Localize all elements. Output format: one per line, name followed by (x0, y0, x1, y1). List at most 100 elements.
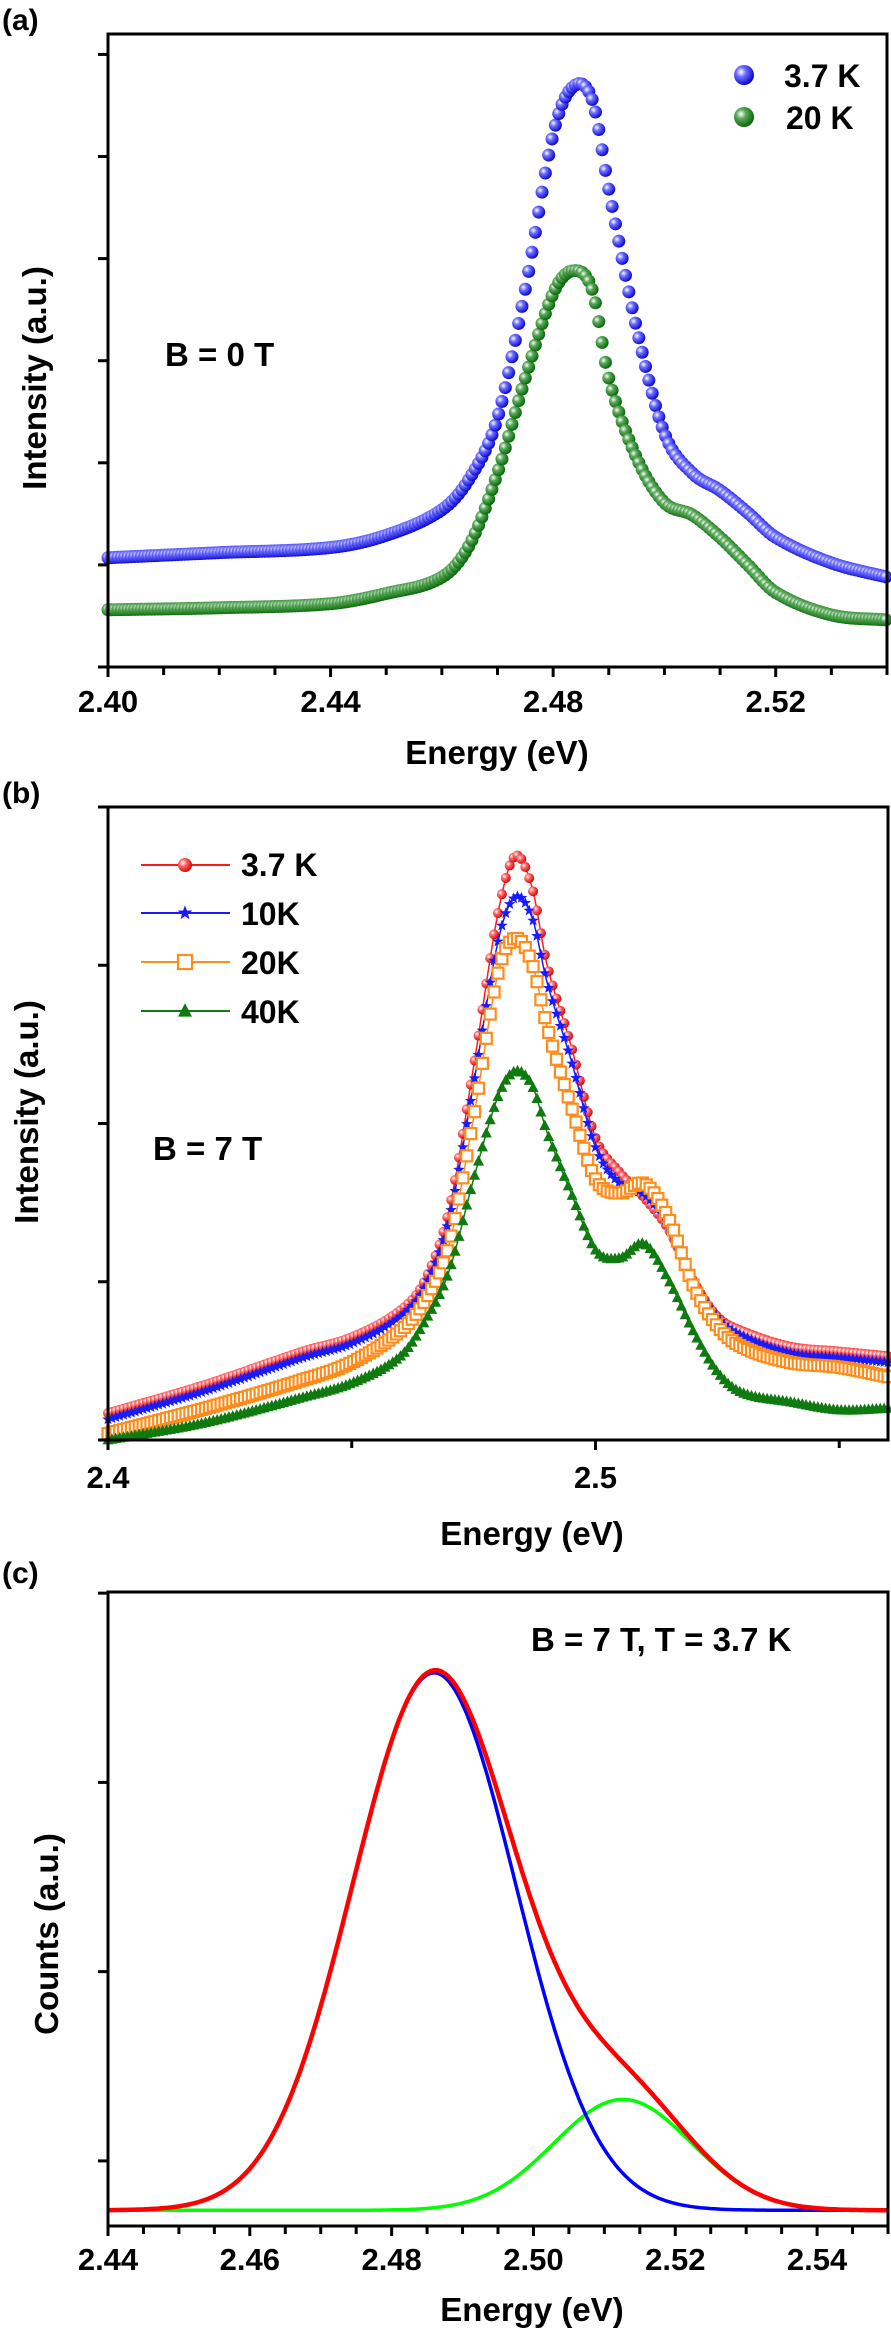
data-point (636, 1187, 649, 1199)
data-point (177, 905, 193, 920)
data-point (488, 418, 502, 432)
panel-b-xtick-label: 2.5 (574, 1460, 617, 1495)
data-point (491, 966, 505, 980)
data-point (504, 860, 515, 871)
data-point (468, 1105, 482, 1119)
data-point (515, 382, 529, 396)
panel-b-x-axis-label: Energy (eV) (440, 1515, 623, 1552)
data-point (453, 1230, 465, 1241)
data-point (211, 1381, 223, 1392)
data-point (602, 371, 616, 385)
data-point (574, 1209, 586, 1221)
data-point (461, 1199, 473, 1210)
data-point (492, 407, 506, 421)
panel-a-ticks (98, 52, 889, 677)
data-point (508, 405, 522, 419)
data-point (622, 285, 636, 299)
legend-label: 3.7 K (784, 58, 860, 94)
data-point (523, 904, 535, 916)
data-point (219, 1378, 231, 1390)
data-point (613, 1176, 625, 1188)
data-point (542, 982, 555, 993)
data-point (528, 225, 542, 239)
data-point (542, 1025, 556, 1040)
data-point (530, 975, 544, 989)
data-point (609, 1172, 621, 1184)
data-point (484, 976, 496, 988)
data-point (595, 143, 609, 157)
data-point (734, 1328, 746, 1340)
data-point (332, 1342, 344, 1354)
data-point (473, 1155, 484, 1166)
data-point (492, 935, 504, 947)
data-point (554, 1019, 567, 1031)
data-point (414, 1289, 426, 1301)
data-point (757, 1338, 769, 1350)
data-point (542, 148, 556, 162)
data-point (558, 1032, 571, 1043)
data-point (605, 383, 619, 397)
data-point (414, 1323, 426, 1335)
data-point (402, 1303, 415, 1315)
data-point (652, 410, 666, 424)
data-point (141, 1402, 153, 1414)
data-point (532, 905, 542, 916)
panel-c-xtick-label: 2.46 (220, 2242, 280, 2277)
data-point (426, 1303, 438, 1314)
data-point (125, 1406, 138, 1418)
data-point (461, 1118, 473, 1129)
legend-marker-20K (734, 107, 754, 127)
data-point (106, 1412, 118, 1424)
data-point (602, 182, 616, 196)
data-point (598, 163, 612, 177)
data-point (188, 1388, 200, 1400)
data-point (522, 264, 536, 278)
data-point (612, 234, 626, 248)
data-point (359, 1331, 372, 1343)
data-point (207, 1382, 220, 1394)
data-point (448, 1211, 462, 1226)
data-point (471, 1081, 486, 1095)
data-point (528, 886, 539, 897)
data-point (449, 1184, 461, 1196)
data-point (574, 1087, 586, 1098)
data-point (525, 245, 539, 259)
data-point (445, 1258, 457, 1270)
data-point (449, 1245, 461, 1256)
data-point (539, 1119, 551, 1130)
data-point (545, 132, 559, 146)
data-point (242, 1370, 255, 1382)
data-point (565, 1102, 579, 1116)
data-point (538, 1011, 552, 1025)
data-point (523, 1074, 535, 1085)
series-40K (102, 1064, 891, 1445)
data-point (176, 1392, 188, 1403)
legend-label: 20 K (786, 100, 854, 136)
data-point (598, 355, 612, 369)
data-point (535, 1106, 547, 1117)
data-point (500, 907, 512, 919)
data-point (649, 399, 663, 413)
data-point (496, 889, 507, 900)
data-point (703, 1353, 715, 1364)
data-point (589, 1141, 602, 1153)
data-point (593, 1150, 606, 1162)
data-point (488, 1101, 500, 1112)
data-point (585, 92, 599, 106)
data-point (601, 1163, 613, 1175)
data-point (562, 1044, 574, 1056)
data-point (569, 1115, 583, 1129)
data-point (269, 1360, 282, 1372)
data-point (227, 1375, 239, 1387)
data-point (110, 1411, 122, 1423)
panel-b-xtick-label: 2.4 (86, 1460, 130, 1495)
panel-c-annotation: B = 7 T, T = 3.7 K (531, 1621, 792, 1658)
panel-a-xtick-label: 2.48 (523, 684, 583, 719)
data-point (137, 1403, 149, 1415)
data-point (566, 1057, 578, 1069)
data-point (418, 1282, 430, 1294)
data-point (539, 967, 551, 979)
data-point (642, 373, 656, 387)
data-point (402, 1341, 414, 1353)
